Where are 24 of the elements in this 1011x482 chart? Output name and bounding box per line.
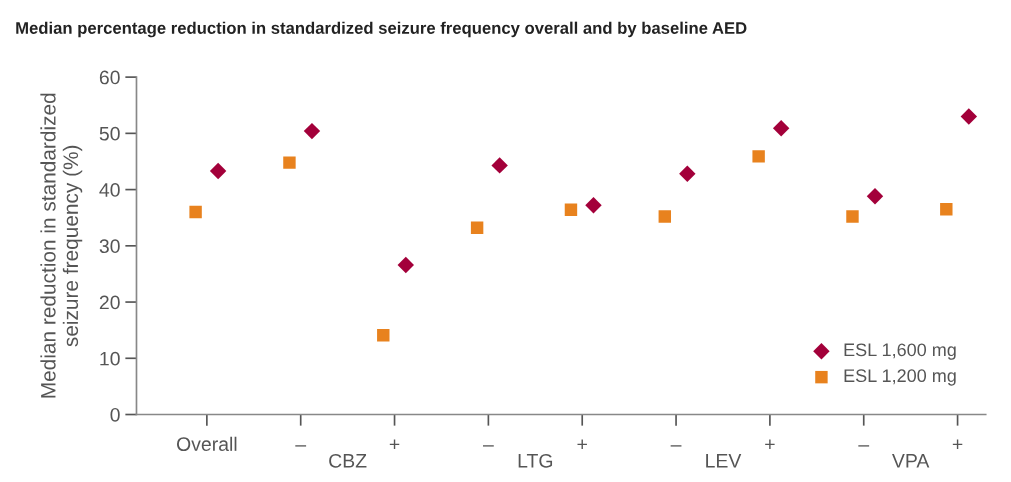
x-tick-label: Overall [176, 436, 237, 452]
y-axis-title: Median reduction in standardized seizure frequency (%) [40, 93, 83, 398]
x-tick-label: – [295, 445, 307, 447]
x-tick-label: – [858, 445, 870, 447]
text: LEV [706, 454, 742, 468]
legend-label: ESL 1,600 mg [844, 343, 956, 360]
y-tick-label: 30 [99, 239, 120, 254]
text: LTG [518, 453, 553, 468]
x-tick-label: + [389, 439, 400, 450]
x-tick-label: – [670, 445, 682, 447]
y-tick-label: 0 [110, 407, 120, 422]
x-tick-label: + [577, 439, 587, 450]
x-tick-label: – [482, 445, 494, 447]
x-tick-label: + [765, 439, 775, 450]
chart-title: Median percentage reduction in standardized seizure frequency overall and by baseline AED [16, 21, 747, 38]
y-tick-label: 10 [100, 351, 120, 366]
y-tick-label: 60 [99, 70, 120, 85]
legend-label: ESL 1,200 mg [844, 369, 956, 386]
y-tick-label: 40 [99, 183, 120, 197]
text: VPA [892, 454, 930, 468]
x-tick-label: + [952, 439, 963, 450]
y-tick-label: 20 [99, 295, 120, 310]
y-tick-label: 50 [99, 126, 120, 141]
text: CBZ [329, 453, 367, 468]
